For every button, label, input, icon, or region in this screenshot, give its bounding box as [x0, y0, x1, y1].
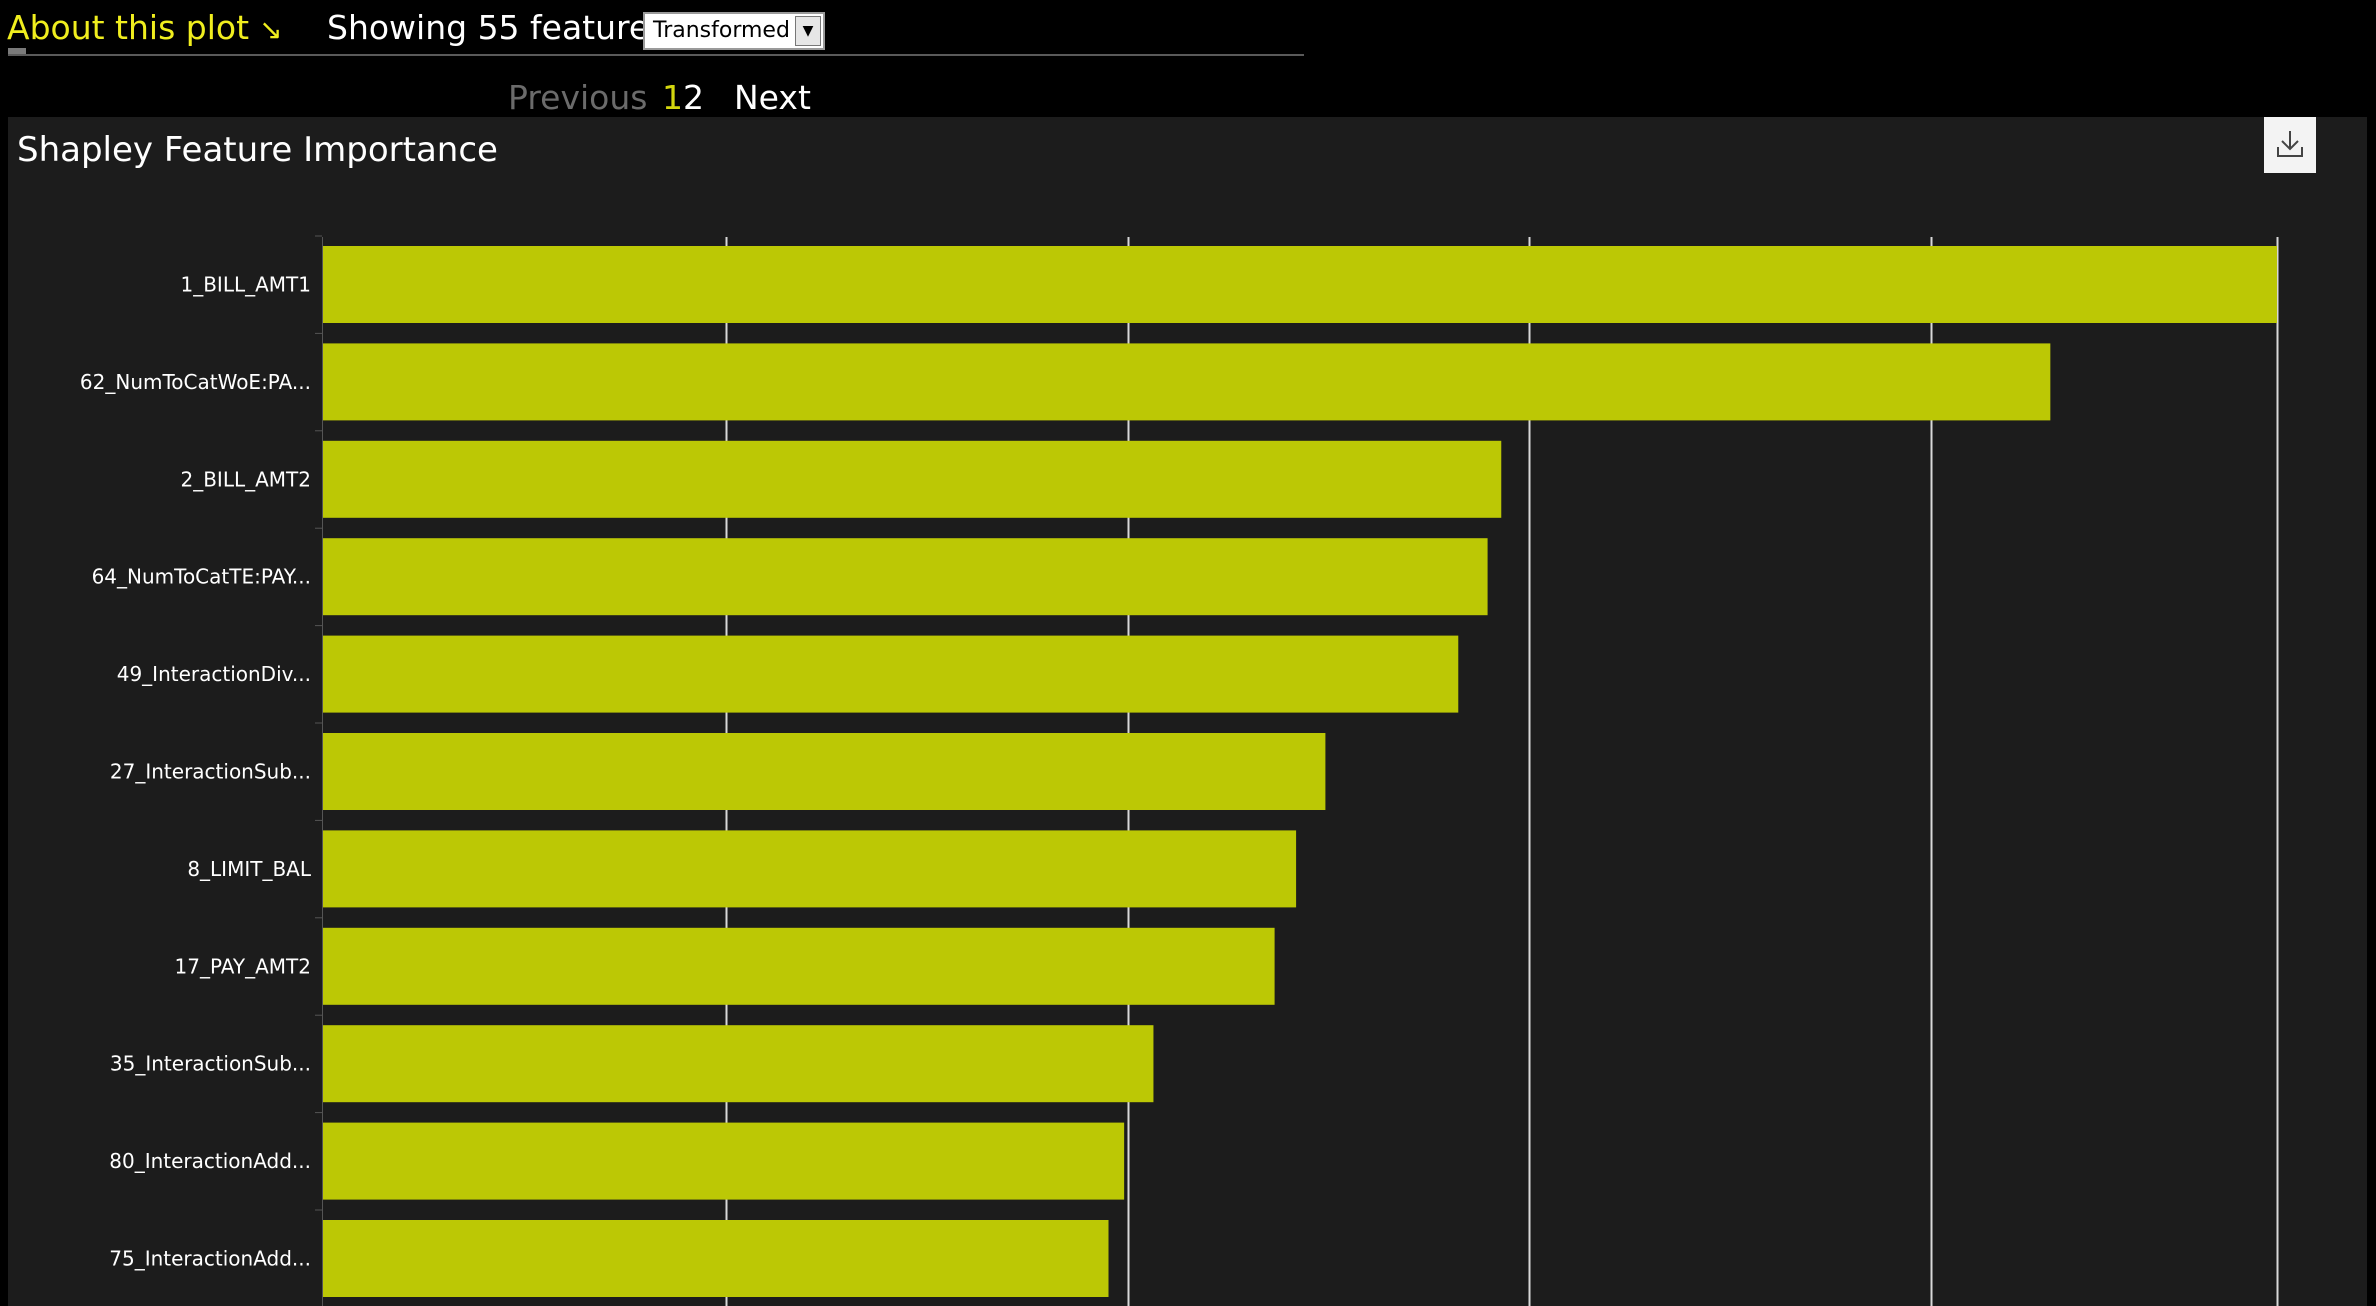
- bar-1[interactable]: [323, 246, 2277, 323]
- about-plot-link[interactable]: About this plot ↘: [7, 8, 282, 47]
- y-tick-label: 64_NumToCatTE:PAY...: [92, 565, 311, 589]
- header-divider: [8, 54, 1304, 56]
- feature-view-select[interactable]: Transformed ▼: [643, 12, 825, 50]
- bar-4[interactable]: [323, 538, 1488, 616]
- y-tick-label: 8_LIMIT_BAL: [187, 857, 312, 881]
- feature-count-label: Showing 55 features:: [327, 8, 678, 47]
- next-page-button[interactable]: Next: [734, 78, 811, 117]
- feature-importance-chart: 1_BILL_AMT1 62_NumToCatWoE:PA... 2_BILL_AM…: [80, 235, 2279, 1306]
- y-tick-label: 2_BILL_AMT2: [180, 467, 311, 491]
- chart-panel: 1_BILL_AMT1 62_NumToCatWoE:PA... 2_BILL_AM…: [8, 117, 2367, 1306]
- about-plot-label: About this plot: [7, 8, 250, 47]
- download-button[interactable]: [2264, 117, 2316, 173]
- bar-8[interactable]: [323, 927, 1275, 1005]
- bar-5[interactable]: [323, 635, 1459, 713]
- bar-11[interactable]: [323, 1220, 1109, 1297]
- page-1-button[interactable]: 1: [662, 78, 683, 117]
- chart-title: Shapley Feature Importance: [17, 130, 498, 170]
- y-tick-label: 80_InteractionAdd...: [109, 1149, 311, 1173]
- y-tick-label: 35_InteractionSub...: [110, 1052, 311, 1076]
- y-tick-label: 49_InteractionDiv...: [117, 662, 311, 686]
- page-2-button[interactable]: 2: [683, 78, 704, 117]
- plot-header: About this plot ↘ Showing 55 features: Tr…: [0, 0, 1304, 58]
- download-icon: [2277, 131, 2303, 157]
- bar-10[interactable]: [323, 1122, 1125, 1200]
- y-tick-label: 1_BILL_AMT1: [180, 273, 311, 297]
- bar-9[interactable]: [323, 1025, 1154, 1103]
- y-tick-label: 17_PAY_AMT2: [175, 954, 311, 978]
- bar-2[interactable]: [323, 343, 2051, 421]
- bar-3[interactable]: [323, 440, 1502, 518]
- arrow-down-right-icon: ↘: [259, 13, 283, 46]
- feature-view-value: Transformed: [653, 18, 790, 43]
- y-tick-label: 62_NumToCatWoE:PA...: [80, 370, 311, 394]
- previous-page-button[interactable]: Previous: [508, 78, 648, 117]
- bar-6[interactable]: [323, 733, 1326, 810]
- y-tick-label: 75_InteractionAdd...: [109, 1247, 311, 1271]
- header-tab-marker: [8, 48, 26, 56]
- chevron-down-icon[interactable]: ▼: [795, 16, 821, 46]
- bar-7[interactable]: [323, 830, 1297, 908]
- y-tick-label: 27_InteractionSub...: [110, 760, 311, 784]
